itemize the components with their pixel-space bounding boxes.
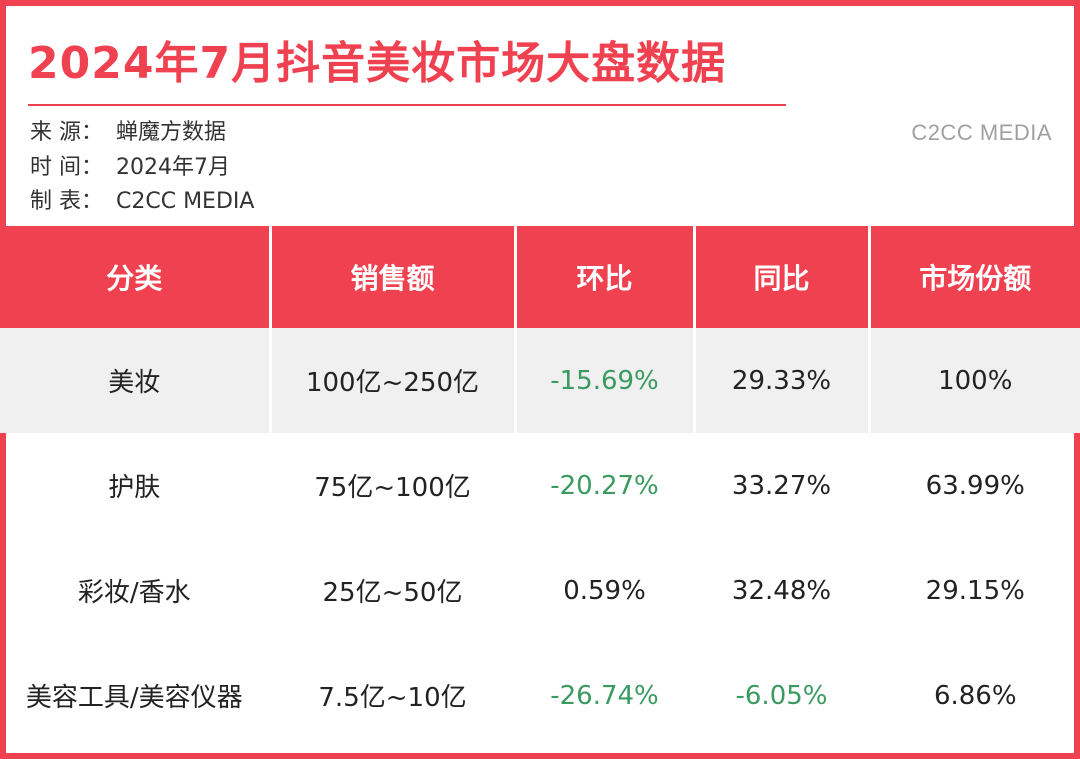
cell-category: 美容工具/美容仪器	[0, 643, 272, 748]
cell-category: 美妆	[0, 328, 272, 433]
table-row: 彩妆/香水 25亿~50亿 0.59% 32.48% 29.15%	[0, 538, 1080, 643]
column-header-category: 分类	[0, 226, 272, 328]
meta-source-value: 蝉魔方数据	[116, 120, 227, 145]
meta-time-value: 2024年7月	[116, 154, 230, 180]
table-row: 美容工具/美容仪器 7.5亿~10亿 -26.74% -6.05% 6.86%	[0, 643, 1080, 748]
cell-mom: 0.59%	[515, 538, 696, 643]
table-header-row: 分类 销售额 环比 同比 市场份额	[0, 226, 1080, 328]
cell-share: 29.15%	[925, 575, 1025, 606]
cell-share: 6.86%	[933, 680, 1017, 711]
table-row: 美妆 100亿~250亿 -15.69% 29.33% 100%	[0, 328, 1080, 433]
cell-mom: -26.74%	[515, 643, 696, 748]
column-header-mom: 环比	[515, 226, 696, 328]
cell-sales: 100亿~250亿	[270, 328, 517, 433]
cell-sales: 7.5亿~10亿	[270, 643, 517, 748]
meta-source: 来 源： 蝉魔方数据	[30, 116, 254, 151]
cell-yoy: -6.05%	[694, 643, 871, 748]
column-header-yoy: 同比	[694, 226, 871, 328]
meta-info: 来 源： 蝉魔方数据 时 间： 2024年7月 制 表： C2CC MEDIA	[30, 116, 254, 220]
cell-mom: -15.69%	[515, 328, 696, 433]
column-header-sales: 销售额	[270, 226, 517, 328]
cell-share: 63.99%	[925, 470, 1025, 501]
title-underline	[28, 104, 786, 106]
meta-maker-value: C2CC MEDIA	[116, 189, 255, 214]
meta-time: 时 间： 2024年7月	[30, 151, 254, 186]
meta-maker-label: 制 表：	[30, 189, 103, 214]
meta-time-label: 时 间：	[30, 154, 103, 180]
cell-sales: 75亿~100亿	[270, 433, 517, 538]
page-title: 2024年7月抖音美妆市场大盘数据	[28, 38, 727, 89]
cell-category: 彩妆/香水	[0, 538, 272, 643]
meta-maker: 制 表： C2CC MEDIA	[30, 185, 254, 220]
cell-yoy: 32.48%	[694, 538, 871, 643]
cell-share: 100%	[869, 328, 1080, 433]
meta-source-label: 来 源：	[30, 120, 103, 145]
cell-yoy: 33.27%	[694, 433, 871, 538]
cell-yoy: 29.33%	[694, 328, 871, 433]
brand-watermark: C2CC MEDIA	[911, 120, 1052, 145]
cell-category: 护肤	[0, 433, 272, 538]
table-row: 护肤 75亿~100亿 -20.27% 33.27% 63.99%	[0, 433, 1080, 538]
cell-sales: 25亿~50亿	[270, 538, 517, 643]
column-header-share: 市场份额	[869, 226, 1080, 328]
cell-mom: -20.27%	[515, 433, 696, 538]
data-table: 分类 销售额 环比 同比 市场份额 美妆 100亿~250亿 -15.69% 2…	[0, 226, 1080, 748]
